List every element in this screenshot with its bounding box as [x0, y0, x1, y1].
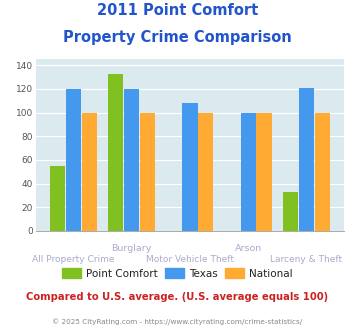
Text: All Property Crime: All Property Crime	[32, 255, 115, 264]
Bar	[82, 113, 97, 231]
Legend: Point Comfort, Texas, National: Point Comfort, Texas, National	[58, 264, 297, 283]
Bar	[256, 113, 272, 231]
Bar	[108, 74, 124, 231]
Text: Larceny & Theft: Larceny & Theft	[271, 255, 343, 264]
Bar	[315, 113, 330, 231]
Bar	[241, 113, 256, 231]
Text: Motor Vehicle Theft: Motor Vehicle Theft	[146, 255, 234, 264]
Text: Compared to U.S. average. (U.S. average equals 100): Compared to U.S. average. (U.S. average …	[26, 292, 329, 302]
Bar	[283, 192, 298, 231]
Bar	[299, 88, 314, 231]
Bar	[50, 166, 65, 231]
Bar	[198, 113, 213, 231]
Bar	[124, 89, 139, 231]
Text: Burglary: Burglary	[111, 244, 152, 253]
Text: Arson: Arson	[235, 244, 262, 253]
Bar	[140, 113, 155, 231]
Bar	[66, 89, 81, 231]
Text: © 2025 CityRating.com - https://www.cityrating.com/crime-statistics/: © 2025 CityRating.com - https://www.city…	[53, 318, 302, 325]
Text: Property Crime Comparison: Property Crime Comparison	[63, 30, 292, 45]
Bar	[182, 103, 197, 231]
Text: 2011 Point Comfort: 2011 Point Comfort	[97, 3, 258, 18]
